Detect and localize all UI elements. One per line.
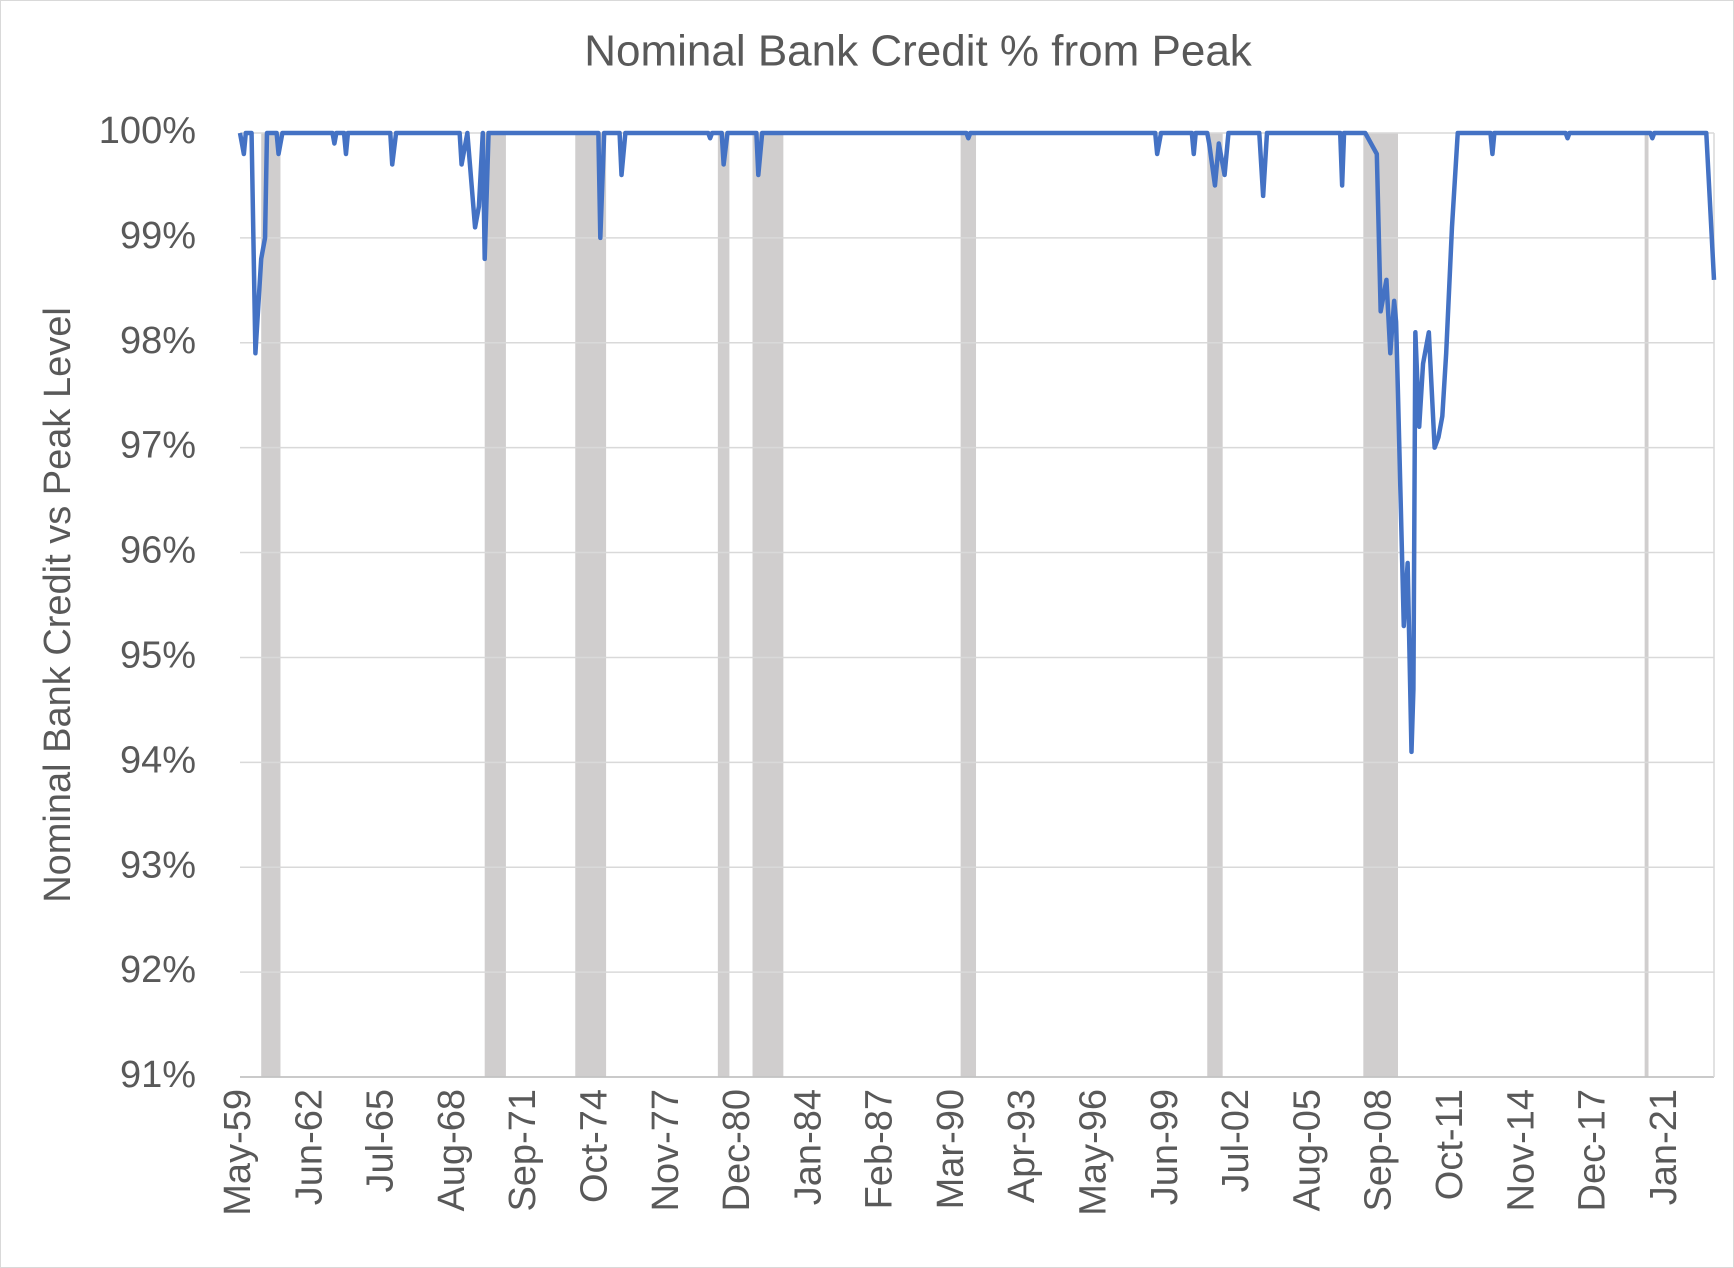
x-tick-label: Nov-14 [1500,1089,1542,1212]
data-line [237,130,1717,755]
x-tick-label: Nov-77 [645,1089,687,1212]
chart-title: Nominal Bank Credit % from Peak [584,27,1253,76]
y-tick-label: 93% [120,844,196,886]
x-tick-label: Oct-11 [1429,1089,1471,1200]
y-tick-label: 98% [120,320,196,362]
y-tick-label: 91% [120,1054,196,1096]
x-tick-label: Dec-17 [1572,1089,1614,1212]
y-tick-label: 99% [120,215,196,257]
y-tick-label: 92% [120,949,196,991]
shaded-period [484,133,506,1077]
x-tick-label: Jul-02 [1215,1089,1257,1193]
y-tick-label: 100% [99,110,196,152]
x-tick-label: Sep-71 [502,1089,544,1212]
x-tick-label: Jan-21 [1643,1089,1685,1205]
shaded-period [752,133,784,1077]
y-tick-label: 95% [120,634,196,676]
x-tick-label: Oct-74 [573,1089,615,1203]
x-tick-label: Feb-87 [859,1089,901,1209]
x-tick-label: Dec-80 [716,1089,758,1212]
x-tick-label: May-59 [217,1089,259,1216]
x-tick-label: Apr-93 [1001,1089,1043,1203]
shaded-period [575,133,607,1077]
x-tick-label: Jul-65 [360,1089,402,1193]
x-tick-label: Sep-08 [1358,1089,1400,1212]
y-axis-label: Nominal Bank Credit vs Peak Level [37,307,79,903]
y-tick-label: 96% [120,530,196,572]
y-tick-label: 94% [120,739,196,781]
shaded-period [717,133,730,1077]
y-tick-label: 97% [120,425,196,467]
shaded-period [1207,133,1223,1077]
x-tick-label: Jun-99 [1144,1089,1186,1205]
x-tick-label: Mar-90 [930,1089,972,1209]
shaded-period [261,133,281,1077]
shaded-period [1644,133,1649,1077]
x-tick-label: Aug-05 [1286,1089,1328,1212]
x-tick-label: Aug-68 [431,1089,473,1212]
shaded-period [960,133,977,1077]
x-tick-label: Jun-62 [288,1089,330,1205]
x-tick-label: May-96 [1073,1089,1115,1216]
x-tick-label: Jan-84 [787,1089,829,1205]
